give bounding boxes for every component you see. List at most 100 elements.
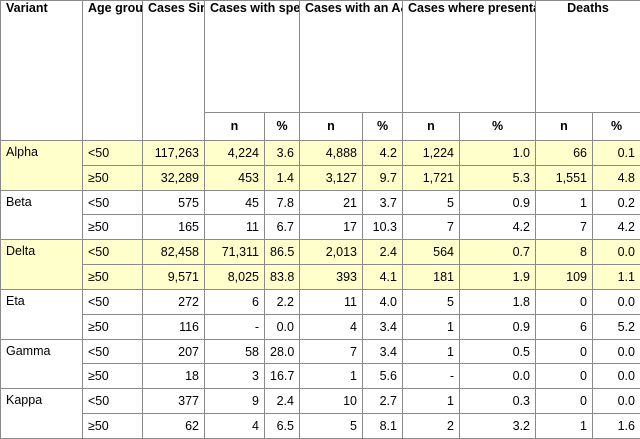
cell-ae-pct: 8.1 [362, 413, 403, 439]
cell-ae-n: 5 [299, 413, 363, 439]
variant-name-cell: Delta [0, 239, 83, 290]
cell-spec-pct: 2.4 [264, 388, 300, 415]
cell-spec-pct: 28.0 [264, 338, 300, 365]
table-body: Alpha <50 117,263 4,224 3.6 4,888 4.2 1,224 1.0 6… [0, 140, 640, 439]
cell-death-n: 109 [535, 264, 593, 290]
cell-cases: 32,289 [142, 164, 205, 191]
cell-death-pct: 4.8 [592, 164, 640, 191]
cell-death-pct: 0.1 [592, 140, 640, 166]
cell-adm-pct: 4.2 [459, 214, 536, 241]
variant-name-cell: Gamma [0, 338, 83, 390]
header-cases-since: Cases Since 1 Feb [142, 0, 205, 141]
cell-spec-pct: 0.0 [264, 313, 300, 340]
age-group-cell: ≥50 [82, 313, 143, 340]
age-group-cell: ≥50 [82, 264, 143, 290]
table-row: ≥50 116-0.0 4 3.4 1 0.9 6 5.2 [1, 313, 640, 340]
table-row: ≥50 32,289 453 1.4 3,127 9.7 1,721 5.3 1,551 4.8 [1, 164, 640, 191]
table-row: Alpha <50 117,263 4,224 3.6 4,888 4.2 1,224 1.0 6… [0, 140, 640, 191]
subheader-n: n [535, 112, 593, 141]
cell-adm-pct: 1.9 [459, 264, 536, 290]
cell-death-n: 0 [535, 288, 593, 315]
cell-death-pct: 0.0 [592, 338, 640, 365]
cell-adm-pct: 0.5 [459, 338, 536, 365]
cell-death-n: 1 [535, 413, 593, 439]
table-row: Eta <50 272 6 2.2 11 4.0 5 1.8 0 0.0 [0, 288, 640, 340]
cell-cases: 377 [142, 388, 205, 415]
cell-spec-pct: 2.2 [264, 288, 300, 315]
cell-cases: 116 [142, 313, 205, 340]
table-row: ≥50 62 4 6.5 5 8.1 2 3.2 1 1.6 [1, 413, 640, 439]
cell-spec-n: 6 [204, 288, 265, 315]
subheader-pct: % [592, 112, 640, 141]
cell-adm-n: 2 [402, 413, 460, 439]
table-row: ≥50 9,571 8,025 83.8 393 4.1 181 1.9 109 1.1 [1, 264, 640, 290]
cell-death-n: 7 [535, 214, 593, 241]
cell-adm-n: 1 [402, 388, 460, 415]
age-group-cell: <50 [82, 388, 143, 415]
cell-spec-n: 8,025 [204, 264, 265, 290]
subheader-pct: % [264, 112, 300, 141]
age-group-cell: <50 [82, 338, 143, 365]
subheader-n: n [204, 112, 265, 141]
cell-adm-n: 1,224 [402, 140, 460, 166]
subheader-n: n [402, 112, 460, 141]
cell-adm-n: 181 [402, 264, 460, 290]
cell-death-n: 66 [535, 140, 593, 166]
cell-adm-n: - [402, 363, 460, 390]
cell-ae-n: 4 [299, 313, 363, 340]
cell-ae-pct: 4.2 [362, 140, 403, 166]
cell-cases: 575 [142, 189, 205, 216]
age-group-cell: ≥50 [82, 363, 143, 390]
table-row: Gamma <50 207 58 28.0 7 3.4 1 0.5 0 0.0 [0, 338, 640, 390]
cell-adm-pct: 0.0 [459, 363, 536, 390]
cell-death-pct: 0.0 [592, 239, 640, 266]
age-group-cell: <50 [82, 140, 143, 166]
cell-adm-n: 564 [402, 239, 460, 266]
cell-adm-n: 1 [402, 338, 460, 365]
cell-ae-pct: 3.7 [362, 189, 403, 216]
header-variant: Variant [0, 0, 83, 141]
cell-spec-pct: 6.7 [264, 214, 300, 241]
cell-spec-pct: 83.8 [264, 264, 300, 290]
cell-cases: 272 [142, 288, 205, 315]
cell-adm-pct: 0.3 [459, 388, 536, 415]
cell-spec-pct: 6.5 [264, 413, 300, 439]
cell-adm-pct: 0.7 [459, 239, 536, 266]
cell-adm-pct: 1.8 [459, 288, 536, 315]
cell-spec-n: 4 [204, 413, 265, 439]
table-row: Beta <50 575 45 7.8 21 3.7 5 0.9 1 0.2 [0, 189, 640, 241]
cell-adm-n: 1 [402, 313, 460, 340]
cell-ae-pct: 9.7 [362, 164, 403, 191]
variant-name-cell: Kappa [0, 388, 83, 439]
subheader-n: n [299, 112, 363, 141]
table-row: Kappa <50 377 9 2.4 10 2.7 1 0.3 0 0.0 [0, 388, 640, 439]
cell-spec-pct: 7.8 [264, 189, 300, 216]
cell-adm-pct: 0.9 [459, 189, 536, 216]
cell-ae-n: 7 [299, 338, 363, 365]
cell-ae-n: 2,013 [299, 239, 363, 266]
cell-adm-pct: 1.0 [459, 140, 536, 166]
cell-ae-n: 3,127 [299, 164, 363, 191]
cell-ae-pct: 3.4 [362, 313, 403, 340]
cell-death-pct: 0.0 [592, 288, 640, 315]
cell-ae-n: 393 [299, 264, 363, 290]
cell-cases: 62 [142, 413, 205, 439]
cell-death-n: 0 [535, 338, 593, 365]
cell-death-pct: 0.0 [592, 363, 640, 390]
cell-ae-n: 11 [299, 288, 363, 315]
cell-ae-n: 1 [299, 363, 363, 390]
cell-adm-n: 5 [402, 189, 460, 216]
age-group-cell: ≥50 [82, 164, 143, 191]
cell-death-n: 0 [535, 363, 593, 390]
cell-spec-n: 11 [204, 214, 265, 241]
cell-adm-n: 7 [402, 214, 460, 241]
cell-cases: 18 [142, 363, 205, 390]
cell-spec-pct: 86.5 [264, 239, 300, 266]
cell-ae-pct: 10.3 [362, 214, 403, 241]
cell-death-n: 8 [535, 239, 593, 266]
subheader-pct: % [459, 112, 536, 141]
variant-name-cell: Alpha [0, 140, 83, 191]
cell-spec-n: 58 [204, 338, 265, 365]
table-row: ≥50 18 3 16.7 1 5.6-0.0 0 0.0 [1, 363, 640, 390]
subheader-pct: % [362, 112, 403, 141]
